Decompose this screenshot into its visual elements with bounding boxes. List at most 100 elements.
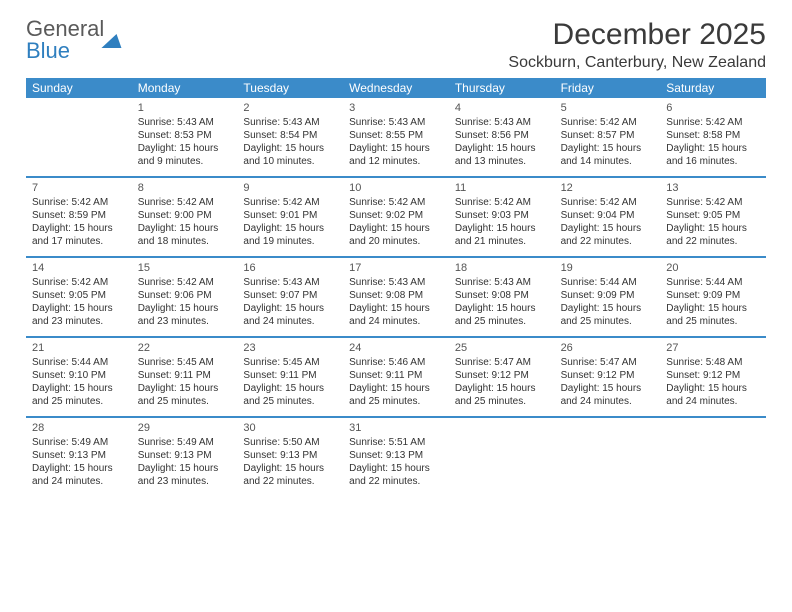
- daylight-line: Daylight: 15 hours and 25 minutes.: [349, 382, 443, 408]
- daylight-line: Daylight: 15 hours and 14 minutes.: [561, 142, 655, 168]
- weekday-header: Friday: [555, 78, 661, 98]
- sunrise-line: Sunrise: 5:42 AM: [32, 196, 126, 209]
- sunrise-line: Sunrise: 5:42 AM: [666, 196, 760, 209]
- day-number: 4: [455, 101, 549, 115]
- sunset-line: Sunset: 9:09 PM: [666, 289, 760, 302]
- sunset-line: Sunset: 9:00 PM: [138, 209, 232, 222]
- day-cell: 12Sunrise: 5:42 AMSunset: 9:04 PMDayligh…: [555, 178, 661, 256]
- daylight-line: Daylight: 15 hours and 23 minutes.: [138, 302, 232, 328]
- weekday-header-row: SundayMondayTuesdayWednesdayThursdayFrid…: [26, 78, 766, 98]
- day-number: 31: [349, 421, 443, 435]
- day-number: 8: [138, 181, 232, 195]
- day-number: 5: [561, 101, 655, 115]
- day-cell: 20Sunrise: 5:44 AMSunset: 9:09 PMDayligh…: [660, 258, 766, 336]
- day-number: 22: [138, 341, 232, 355]
- sunrise-line: Sunrise: 5:48 AM: [666, 356, 760, 369]
- day-cell: 27Sunrise: 5:48 AMSunset: 9:12 PMDayligh…: [660, 338, 766, 416]
- day-number: 23: [243, 341, 337, 355]
- day-cell: 19Sunrise: 5:44 AMSunset: 9:09 PMDayligh…: [555, 258, 661, 336]
- day-number: 25: [455, 341, 549, 355]
- day-number: 13: [666, 181, 760, 195]
- daylight-line: Daylight: 15 hours and 12 minutes.: [349, 142, 443, 168]
- day-cell: 30Sunrise: 5:50 AMSunset: 9:13 PMDayligh…: [237, 418, 343, 496]
- day-cell: 21Sunrise: 5:44 AMSunset: 9:10 PMDayligh…: [26, 338, 132, 416]
- daylight-line: Daylight: 15 hours and 22 minutes.: [561, 222, 655, 248]
- sunrise-line: Sunrise: 5:42 AM: [349, 196, 443, 209]
- daylight-line: Daylight: 15 hours and 23 minutes.: [138, 462, 232, 488]
- sunrise-line: Sunrise: 5:42 AM: [138, 276, 232, 289]
- sunset-line: Sunset: 9:02 PM: [349, 209, 443, 222]
- day-cell: 8Sunrise: 5:42 AMSunset: 9:00 PMDaylight…: [132, 178, 238, 256]
- sunset-line: Sunset: 8:59 PM: [32, 209, 126, 222]
- sunrise-line: Sunrise: 5:49 AM: [32, 436, 126, 449]
- sunrise-line: Sunrise: 5:42 AM: [243, 196, 337, 209]
- sunset-line: Sunset: 9:09 PM: [561, 289, 655, 302]
- day-number: 3: [349, 101, 443, 115]
- sunrise-line: Sunrise: 5:47 AM: [561, 356, 655, 369]
- sunset-line: Sunset: 9:05 PM: [32, 289, 126, 302]
- sunset-line: Sunset: 9:12 PM: [561, 369, 655, 382]
- day-cell: 7Sunrise: 5:42 AMSunset: 8:59 PMDaylight…: [26, 178, 132, 256]
- daylight-line: Daylight: 15 hours and 13 minutes.: [455, 142, 549, 168]
- brand-logo: General Blue: [26, 18, 124, 62]
- brand-word-2: Blue: [26, 40, 104, 62]
- day-cell: 10Sunrise: 5:42 AMSunset: 9:02 PMDayligh…: [343, 178, 449, 256]
- daylight-line: Daylight: 15 hours and 20 minutes.: [349, 222, 443, 248]
- daylight-line: Daylight: 15 hours and 25 minutes.: [243, 382, 337, 408]
- sunrise-line: Sunrise: 5:43 AM: [455, 116, 549, 129]
- daylight-line: Daylight: 15 hours and 25 minutes.: [32, 382, 126, 408]
- sunset-line: Sunset: 9:12 PM: [455, 369, 549, 382]
- day-cell: 4Sunrise: 5:43 AMSunset: 8:56 PMDaylight…: [449, 98, 555, 176]
- day-number: 27: [666, 341, 760, 355]
- day-cell: [555, 418, 661, 496]
- day-number: 7: [32, 181, 126, 195]
- day-cell: 25Sunrise: 5:47 AMSunset: 9:12 PMDayligh…: [449, 338, 555, 416]
- sunset-line: Sunset: 9:11 PM: [243, 369, 337, 382]
- day-number: 18: [455, 261, 549, 275]
- daylight-line: Daylight: 15 hours and 18 minutes.: [138, 222, 232, 248]
- day-cell: 26Sunrise: 5:47 AMSunset: 9:12 PMDayligh…: [555, 338, 661, 416]
- day-cell: [449, 418, 555, 496]
- sunrise-line: Sunrise: 5:42 AM: [138, 196, 232, 209]
- day-number: 17: [349, 261, 443, 275]
- sunset-line: Sunset: 8:55 PM: [349, 129, 443, 142]
- sunset-line: Sunset: 8:57 PM: [561, 129, 655, 142]
- day-cell: [26, 98, 132, 176]
- sunset-line: Sunset: 9:06 PM: [138, 289, 232, 302]
- daylight-line: Daylight: 15 hours and 16 minutes.: [666, 142, 760, 168]
- daylight-line: Daylight: 15 hours and 23 minutes.: [32, 302, 126, 328]
- day-cell: 9Sunrise: 5:42 AMSunset: 9:01 PMDaylight…: [237, 178, 343, 256]
- sunset-line: Sunset: 9:11 PM: [349, 369, 443, 382]
- daylight-line: Daylight: 15 hours and 25 minutes.: [138, 382, 232, 408]
- day-cell: 14Sunrise: 5:42 AMSunset: 9:05 PMDayligh…: [26, 258, 132, 336]
- day-number: 11: [455, 181, 549, 195]
- day-cell: 17Sunrise: 5:43 AMSunset: 9:08 PMDayligh…: [343, 258, 449, 336]
- sunrise-line: Sunrise: 5:42 AM: [561, 196, 655, 209]
- daylight-line: Daylight: 15 hours and 24 minutes.: [243, 302, 337, 328]
- day-cell: 22Sunrise: 5:45 AMSunset: 9:11 PMDayligh…: [132, 338, 238, 416]
- daylight-line: Daylight: 15 hours and 17 minutes.: [32, 222, 126, 248]
- week-row: 1Sunrise: 5:43 AMSunset: 8:53 PMDaylight…: [26, 98, 766, 176]
- day-number: 15: [138, 261, 232, 275]
- sunset-line: Sunset: 8:54 PM: [243, 129, 337, 142]
- daylight-line: Daylight: 15 hours and 25 minutes.: [561, 302, 655, 328]
- sunset-line: Sunset: 9:03 PM: [455, 209, 549, 222]
- page-title: December 2025: [508, 18, 766, 52]
- sunset-line: Sunset: 9:13 PM: [138, 449, 232, 462]
- calendar: SundayMondayTuesdayWednesdayThursdayFrid…: [26, 78, 766, 496]
- sunrise-line: Sunrise: 5:45 AM: [138, 356, 232, 369]
- day-number: 6: [666, 101, 760, 115]
- daylight-line: Daylight: 15 hours and 10 minutes.: [243, 142, 337, 168]
- sunrise-line: Sunrise: 5:42 AM: [561, 116, 655, 129]
- daylight-line: Daylight: 15 hours and 21 minutes.: [455, 222, 549, 248]
- sunrise-line: Sunrise: 5:43 AM: [138, 116, 232, 129]
- day-number: 24: [349, 341, 443, 355]
- location-subtitle: Sockburn, Canterbury, New Zealand: [508, 54, 766, 72]
- brand-triangle-icon: [102, 34, 127, 48]
- daylight-line: Daylight: 15 hours and 22 minutes.: [666, 222, 760, 248]
- daylight-line: Daylight: 15 hours and 24 minutes.: [561, 382, 655, 408]
- day-cell: 11Sunrise: 5:42 AMSunset: 9:03 PMDayligh…: [449, 178, 555, 256]
- weekday-header: Tuesday: [237, 78, 343, 98]
- sunrise-line: Sunrise: 5:47 AM: [455, 356, 549, 369]
- weekday-header: Saturday: [660, 78, 766, 98]
